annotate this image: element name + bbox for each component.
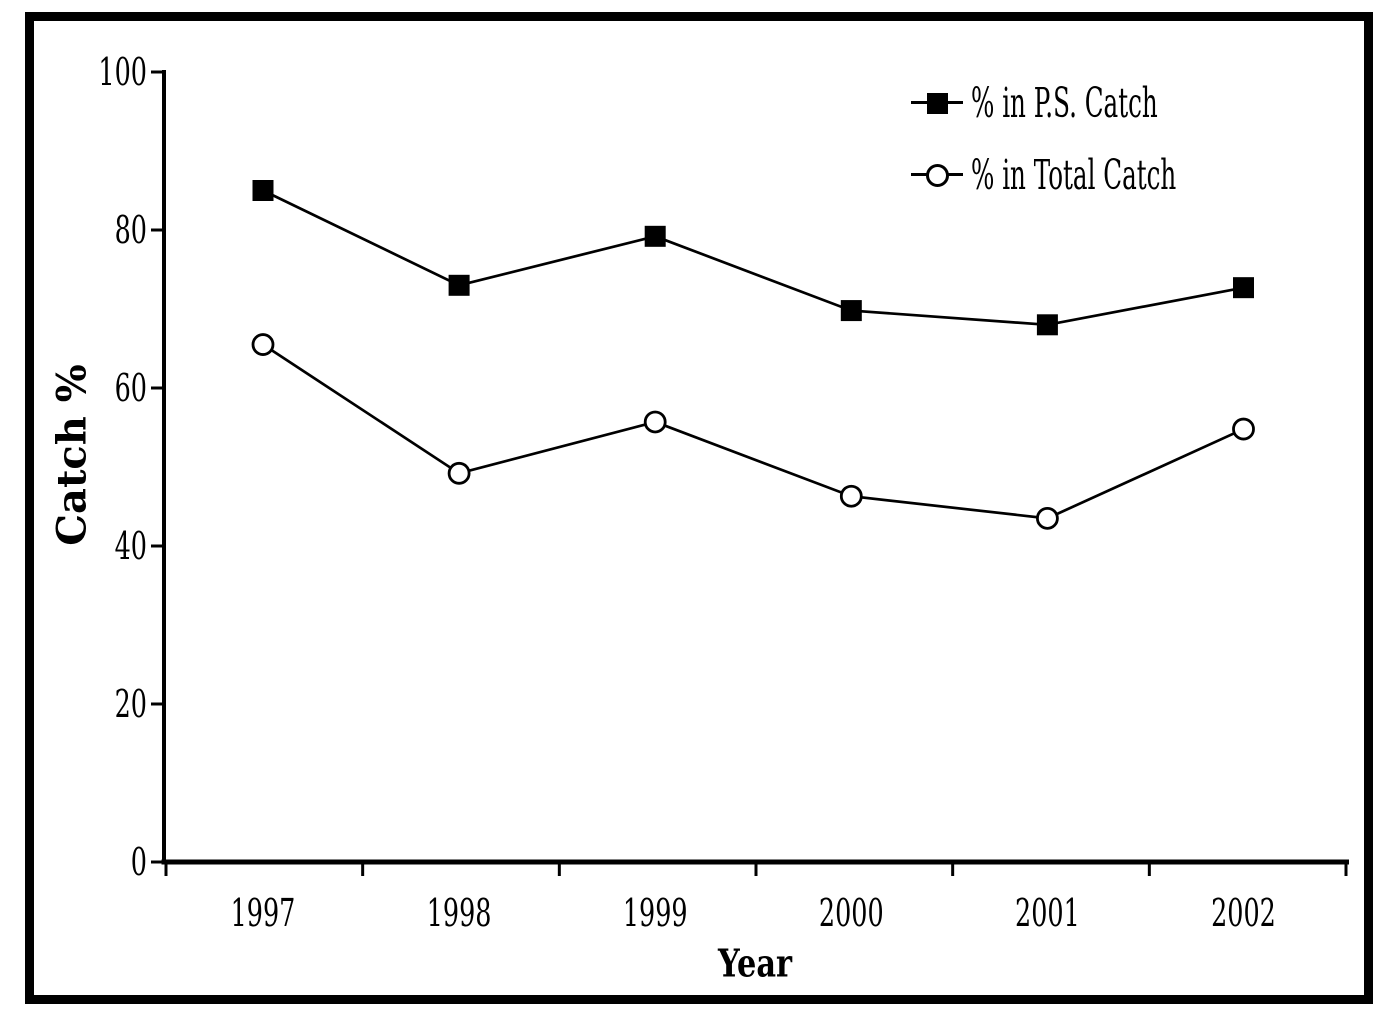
filled-square-glyph xyxy=(926,92,948,114)
data-point-marker-total-catch xyxy=(1036,506,1059,530)
x-tick-label: 2000 xyxy=(819,891,884,936)
data-point-marker-ps-catch xyxy=(252,180,274,201)
data-point-marker-ps-catch xyxy=(448,274,470,296)
legend-item-total-catch: % in Total Catch xyxy=(911,153,1313,197)
data-point-marker-total-catch xyxy=(251,333,275,356)
y-axis-title: Catch % xyxy=(48,364,96,546)
y-tick-label: 80 xyxy=(115,208,147,253)
data-point-marker-ps-catch xyxy=(840,300,862,322)
x-tick-label: 1999 xyxy=(623,891,688,936)
data-point-marker-total-catch xyxy=(1232,417,1255,441)
series-line-ps-catch xyxy=(262,189,1244,327)
open-circle-marker-icon xyxy=(911,161,963,189)
filled-square-marker-icon xyxy=(911,89,963,117)
x-tick-label: 2001 xyxy=(1015,891,1080,936)
open-circle-glyph xyxy=(925,163,949,187)
data-point-marker-ps-catch xyxy=(1036,314,1058,336)
y-tick-label: 60 xyxy=(115,366,147,411)
x-tick-label: 1998 xyxy=(427,891,492,936)
chart-border-frame xyxy=(25,12,1373,1004)
y-tick-label: 40 xyxy=(115,524,147,569)
x-tick-label: 2002 xyxy=(1211,891,1276,936)
y-tick-label: 0 xyxy=(131,840,147,885)
data-point-marker-total-catch xyxy=(447,461,471,485)
x-tick-label: 1997 xyxy=(231,891,296,936)
series-line-total-catch xyxy=(262,343,1245,520)
y-tick-label: 100 xyxy=(98,50,147,95)
legend-label-total-catch: % in Total Catch xyxy=(971,150,1177,199)
y-tick-label: 20 xyxy=(115,682,147,727)
data-point-marker-total-catch xyxy=(839,484,863,508)
legend-label-ps-catch: % in P.S. Catch xyxy=(971,78,1158,127)
data-point-marker-ps-catch xyxy=(1233,277,1254,299)
data-point-marker-total-catch xyxy=(643,410,667,434)
legend-item-ps-catch: % in P.S. Catch xyxy=(911,81,1282,125)
data-point-marker-ps-catch xyxy=(644,225,666,247)
x-axis-title: Year xyxy=(717,940,793,986)
